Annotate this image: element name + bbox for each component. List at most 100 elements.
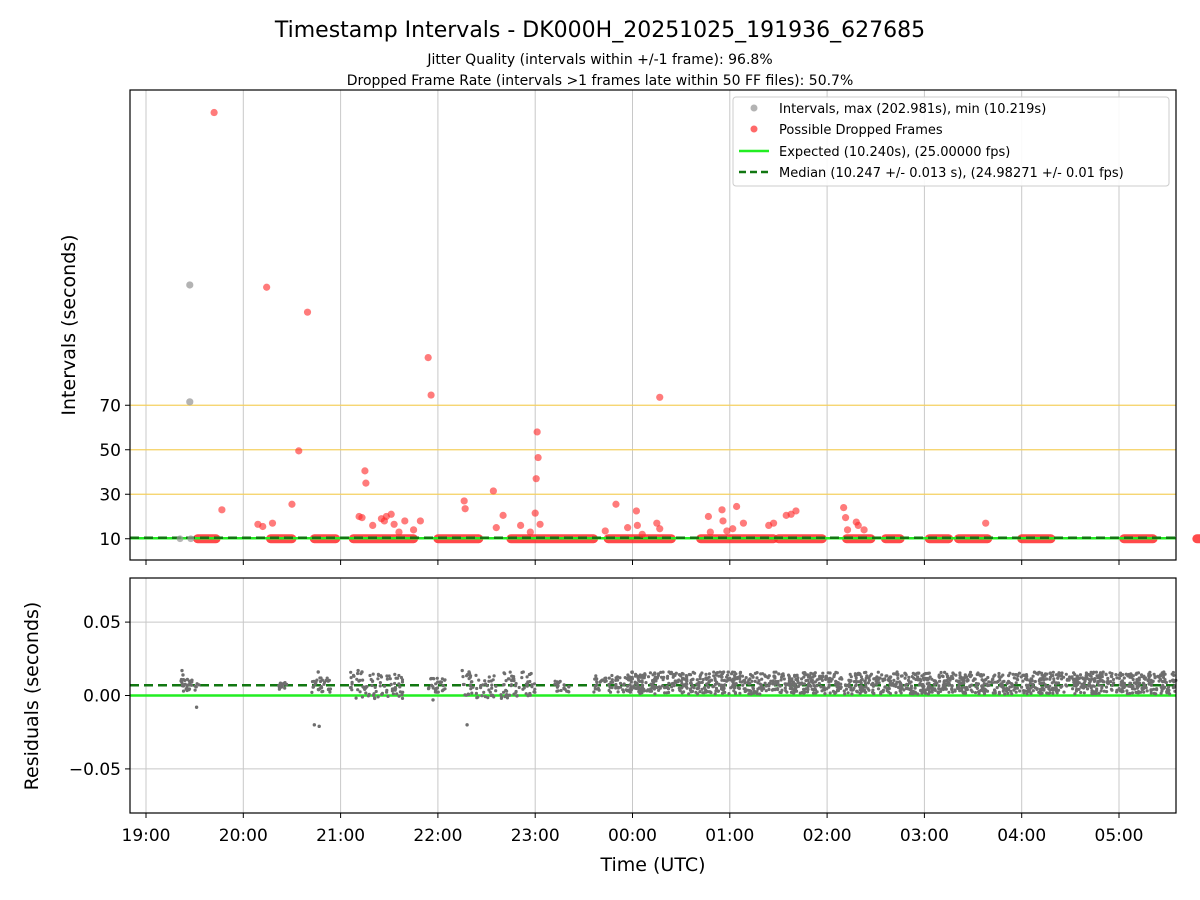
residual-point (760, 677, 764, 681)
residual-point (1110, 688, 1114, 692)
residual-point (319, 685, 323, 689)
residual-point (661, 670, 665, 674)
residual-point (285, 682, 289, 687)
residual-point (1149, 678, 1153, 683)
residual-point (899, 691, 903, 695)
residual-point (848, 680, 852, 684)
residual-point (1158, 674, 1163, 678)
residual-point (659, 670, 663, 675)
legend-median-label: Median (10.247 +/- 0.013 s), (24.98271 +… (779, 166, 1124, 181)
residual-point (1105, 681, 1110, 685)
residual-point (773, 682, 777, 687)
residual-point (877, 677, 881, 682)
residual-points (179, 668, 1178, 729)
residual-point (704, 690, 708, 694)
residual-outlier-3 (312, 723, 317, 727)
residual-point (660, 684, 665, 688)
residual-point (629, 680, 633, 684)
residual-point (1096, 679, 1100, 684)
residual-point (999, 675, 1003, 679)
residual-point (639, 689, 643, 693)
legend-expected-label: Expected (10.240s), (25.00000 fps) (779, 145, 1010, 160)
residual-point (559, 688, 563, 693)
residual-point (443, 678, 447, 682)
residual-point (638, 692, 642, 696)
residual-point (986, 675, 990, 680)
residual-point (515, 694, 519, 698)
residual-point (438, 681, 442, 685)
residual-point (1043, 683, 1047, 687)
residual-point (827, 683, 831, 687)
residual-point (1101, 670, 1105, 674)
top-plot-frame (129, 89, 1177, 561)
bottom-x-tick-label-4: 23:00 (511, 826, 560, 846)
residual-point (742, 687, 746, 691)
residual-point (680, 681, 684, 686)
residual-point (361, 685, 365, 689)
residual-point (795, 678, 799, 682)
residual-point (367, 692, 371, 697)
residual-point (692, 686, 696, 690)
residual-point (801, 690, 805, 695)
residual-point (640, 679, 644, 683)
residual-point (608, 690, 613, 694)
residual-point (896, 676, 900, 681)
residual-point (277, 687, 281, 691)
residual-point (1117, 676, 1121, 681)
residual-point (436, 680, 440, 684)
residual-point (982, 682, 986, 686)
residual-point (822, 688, 827, 692)
residual-point (1048, 671, 1052, 675)
residual-point (920, 691, 924, 695)
residual-point (888, 681, 892, 685)
residual-point (826, 671, 830, 675)
bottom-x-ticks: 19:00 20:00 21:00 22:00 23:00 00:00 01:00 02:00… (122, 813, 1144, 846)
residual-point (483, 695, 487, 699)
residual-point (593, 677, 597, 681)
residual-point (726, 670, 731, 674)
residual-point (1015, 686, 1020, 690)
residual-point (520, 670, 524, 675)
residual-point (667, 681, 671, 686)
residual-point (1122, 683, 1126, 687)
residual-point (927, 684, 931, 688)
dropped-point-20 (387, 510, 395, 518)
dropped-point-4 (427, 391, 435, 399)
residual-outlier-4 (317, 724, 321, 729)
residual-point (900, 674, 904, 678)
dropped-point-22 (395, 528, 403, 536)
residual-point (386, 694, 390, 699)
residual-point (349, 676, 353, 680)
legend: Intervals, max (202.981s), min (10.219s)… (732, 96, 1170, 187)
bottom-y-tick-label-0: 0.05 (83, 613, 121, 633)
bottom-x-axis-label: Time (UTC) (599, 854, 705, 876)
residual-point (720, 683, 724, 687)
residual-point (718, 670, 722, 674)
residual-point (483, 679, 487, 683)
residual-point (1082, 691, 1086, 695)
residual-point (720, 678, 724, 682)
residual-point (926, 687, 931, 692)
residual-point (505, 696, 510, 700)
residual-point (738, 680, 742, 684)
residual-point (526, 680, 530, 684)
dropped-point-29 (492, 524, 500, 532)
residual-point (685, 682, 689, 686)
residual-point (1104, 685, 1109, 689)
residual-point (1036, 672, 1040, 676)
residual-point (461, 675, 465, 679)
residual-point (494, 689, 498, 693)
residual-point (777, 672, 781, 676)
residual-point (690, 678, 694, 682)
residual-point (1168, 679, 1172, 683)
residual-point (966, 678, 970, 683)
residual-point (1085, 687, 1090, 691)
residual-point (767, 684, 771, 688)
residual-point (936, 690, 940, 694)
residual-point (646, 675, 651, 679)
residual-point (397, 682, 401, 686)
residual-point (350, 680, 354, 685)
residual-point (670, 685, 674, 689)
residual-point (760, 688, 764, 693)
dropped-point-64 (860, 526, 868, 534)
